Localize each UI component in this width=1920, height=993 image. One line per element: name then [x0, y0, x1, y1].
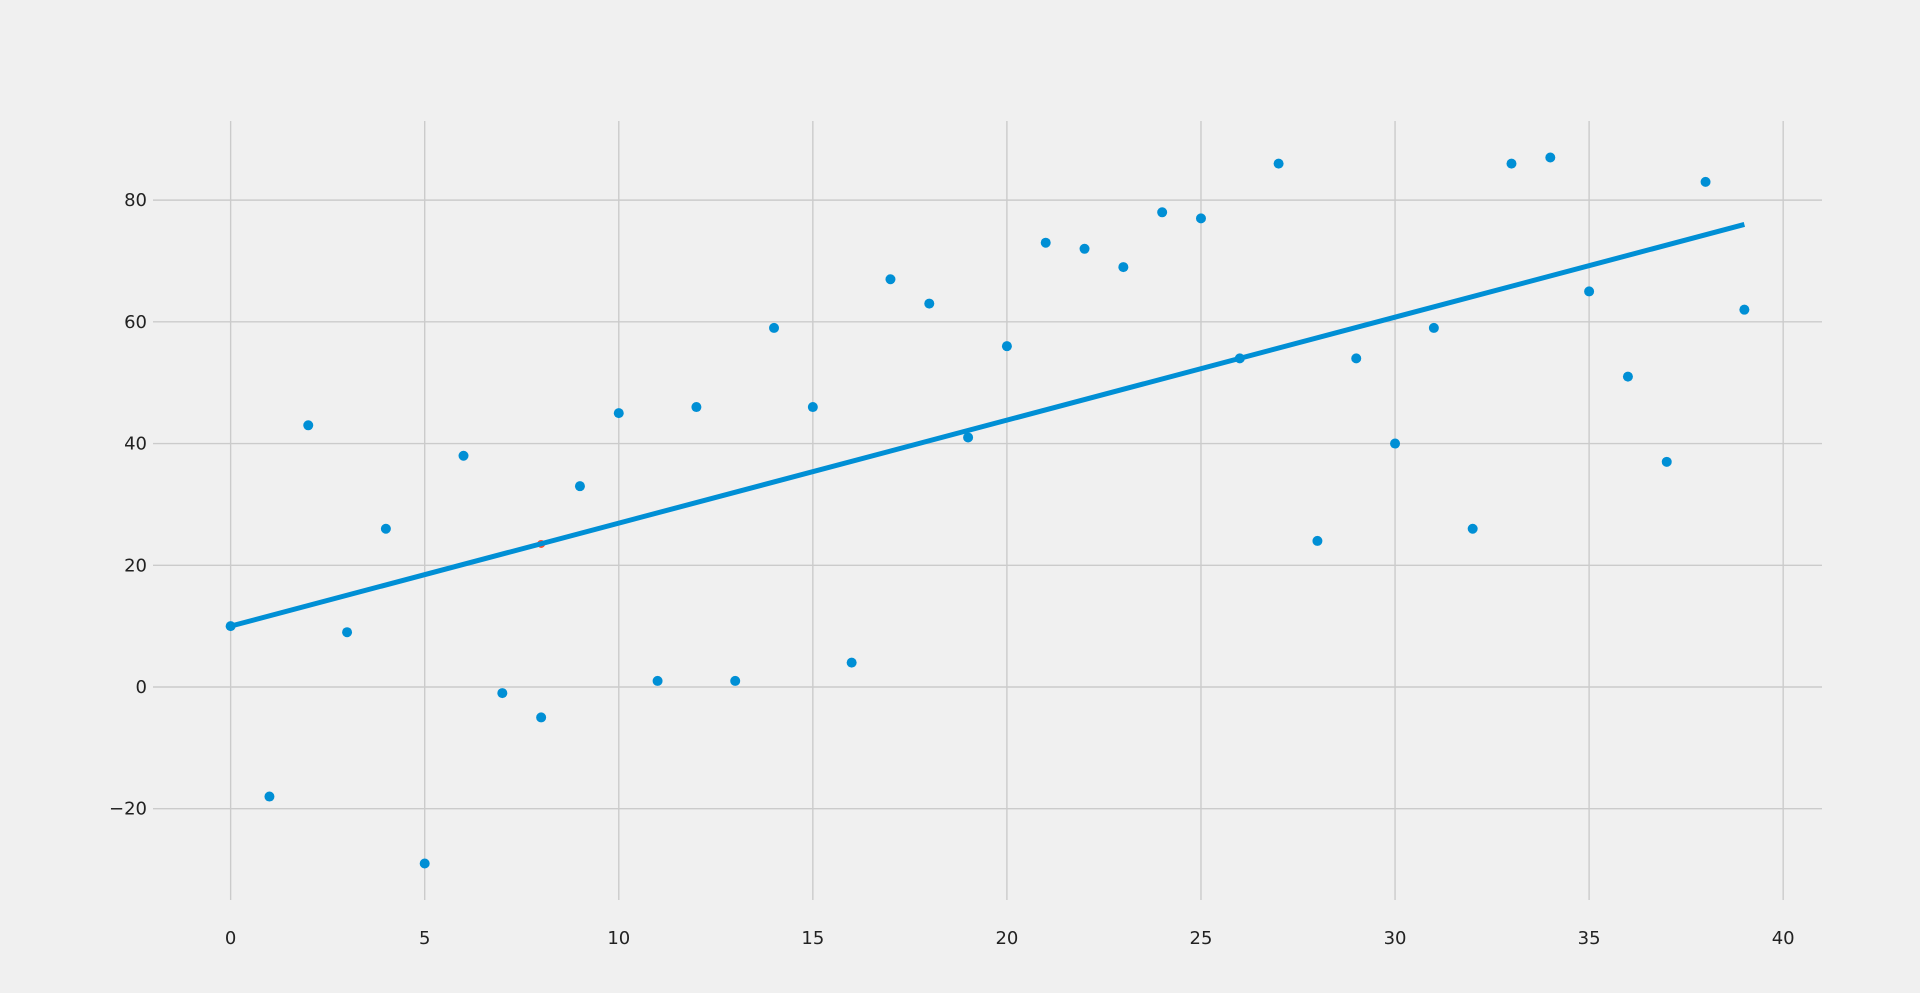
data-point — [885, 274, 896, 285]
y-tick-label: 60 — [124, 312, 147, 333]
x-tick-label: 40 — [1772, 928, 1795, 949]
data-point — [1545, 152, 1556, 163]
data-point — [730, 675, 741, 686]
x-tick-label: 25 — [1190, 928, 1213, 949]
data-point — [1157, 207, 1168, 218]
x-tick-label: 0 — [225, 928, 236, 949]
data-point — [846, 657, 857, 668]
data-point — [1700, 176, 1711, 187]
data-point — [1739, 304, 1750, 315]
plot-area — [225, 152, 1750, 869]
data-point — [1390, 438, 1401, 449]
data-point — [1273, 158, 1284, 169]
data-point — [1467, 523, 1478, 534]
data-point — [574, 481, 585, 492]
y-tick-label: 80 — [124, 190, 147, 211]
data-point — [924, 298, 935, 309]
data-point — [536, 712, 547, 723]
data-point — [613, 408, 624, 419]
x-tick-label: 20 — [995, 928, 1018, 949]
data-point — [458, 450, 469, 461]
data-point — [963, 432, 974, 443]
data-point — [1118, 262, 1129, 273]
data-point — [380, 523, 391, 534]
data-point — [1312, 535, 1323, 546]
y-tick-label: 20 — [124, 555, 147, 576]
data-point — [1351, 353, 1362, 364]
data-point — [497, 688, 508, 699]
data-point — [419, 858, 430, 869]
data-point — [807, 402, 818, 413]
grid — [153, 121, 1822, 900]
data-point — [691, 402, 702, 413]
y-tick-label: 0 — [136, 677, 147, 698]
trend-line — [229, 222, 1746, 629]
data-point — [1506, 158, 1517, 169]
data-point — [652, 675, 663, 686]
x-tick-label: 10 — [607, 928, 630, 949]
x-tick-label: 30 — [1384, 928, 1407, 949]
y-axis-ticks: −20 0 20 40 60 80 — [109, 190, 147, 820]
data-point — [264, 791, 275, 802]
data-point — [1040, 237, 1051, 248]
x-tick-label: 15 — [801, 928, 824, 949]
data-point — [1428, 322, 1439, 333]
x-axis-ticks: 0 5 10 15 20 25 30 35 40 — [225, 928, 1795, 949]
x-tick-label: 5 — [419, 928, 430, 949]
data-point — [1584, 286, 1595, 297]
data-point — [1622, 371, 1633, 382]
x-tick-label: 35 — [1578, 928, 1601, 949]
data-point — [303, 420, 314, 431]
data-point — [1001, 341, 1012, 352]
data-point — [769, 322, 780, 333]
data-point — [1079, 243, 1090, 254]
data-point — [342, 627, 353, 638]
data-point — [1661, 456, 1672, 467]
data-point — [1195, 213, 1206, 224]
y-tick-label: −20 — [109, 799, 147, 820]
y-tick-label: 40 — [124, 434, 147, 455]
